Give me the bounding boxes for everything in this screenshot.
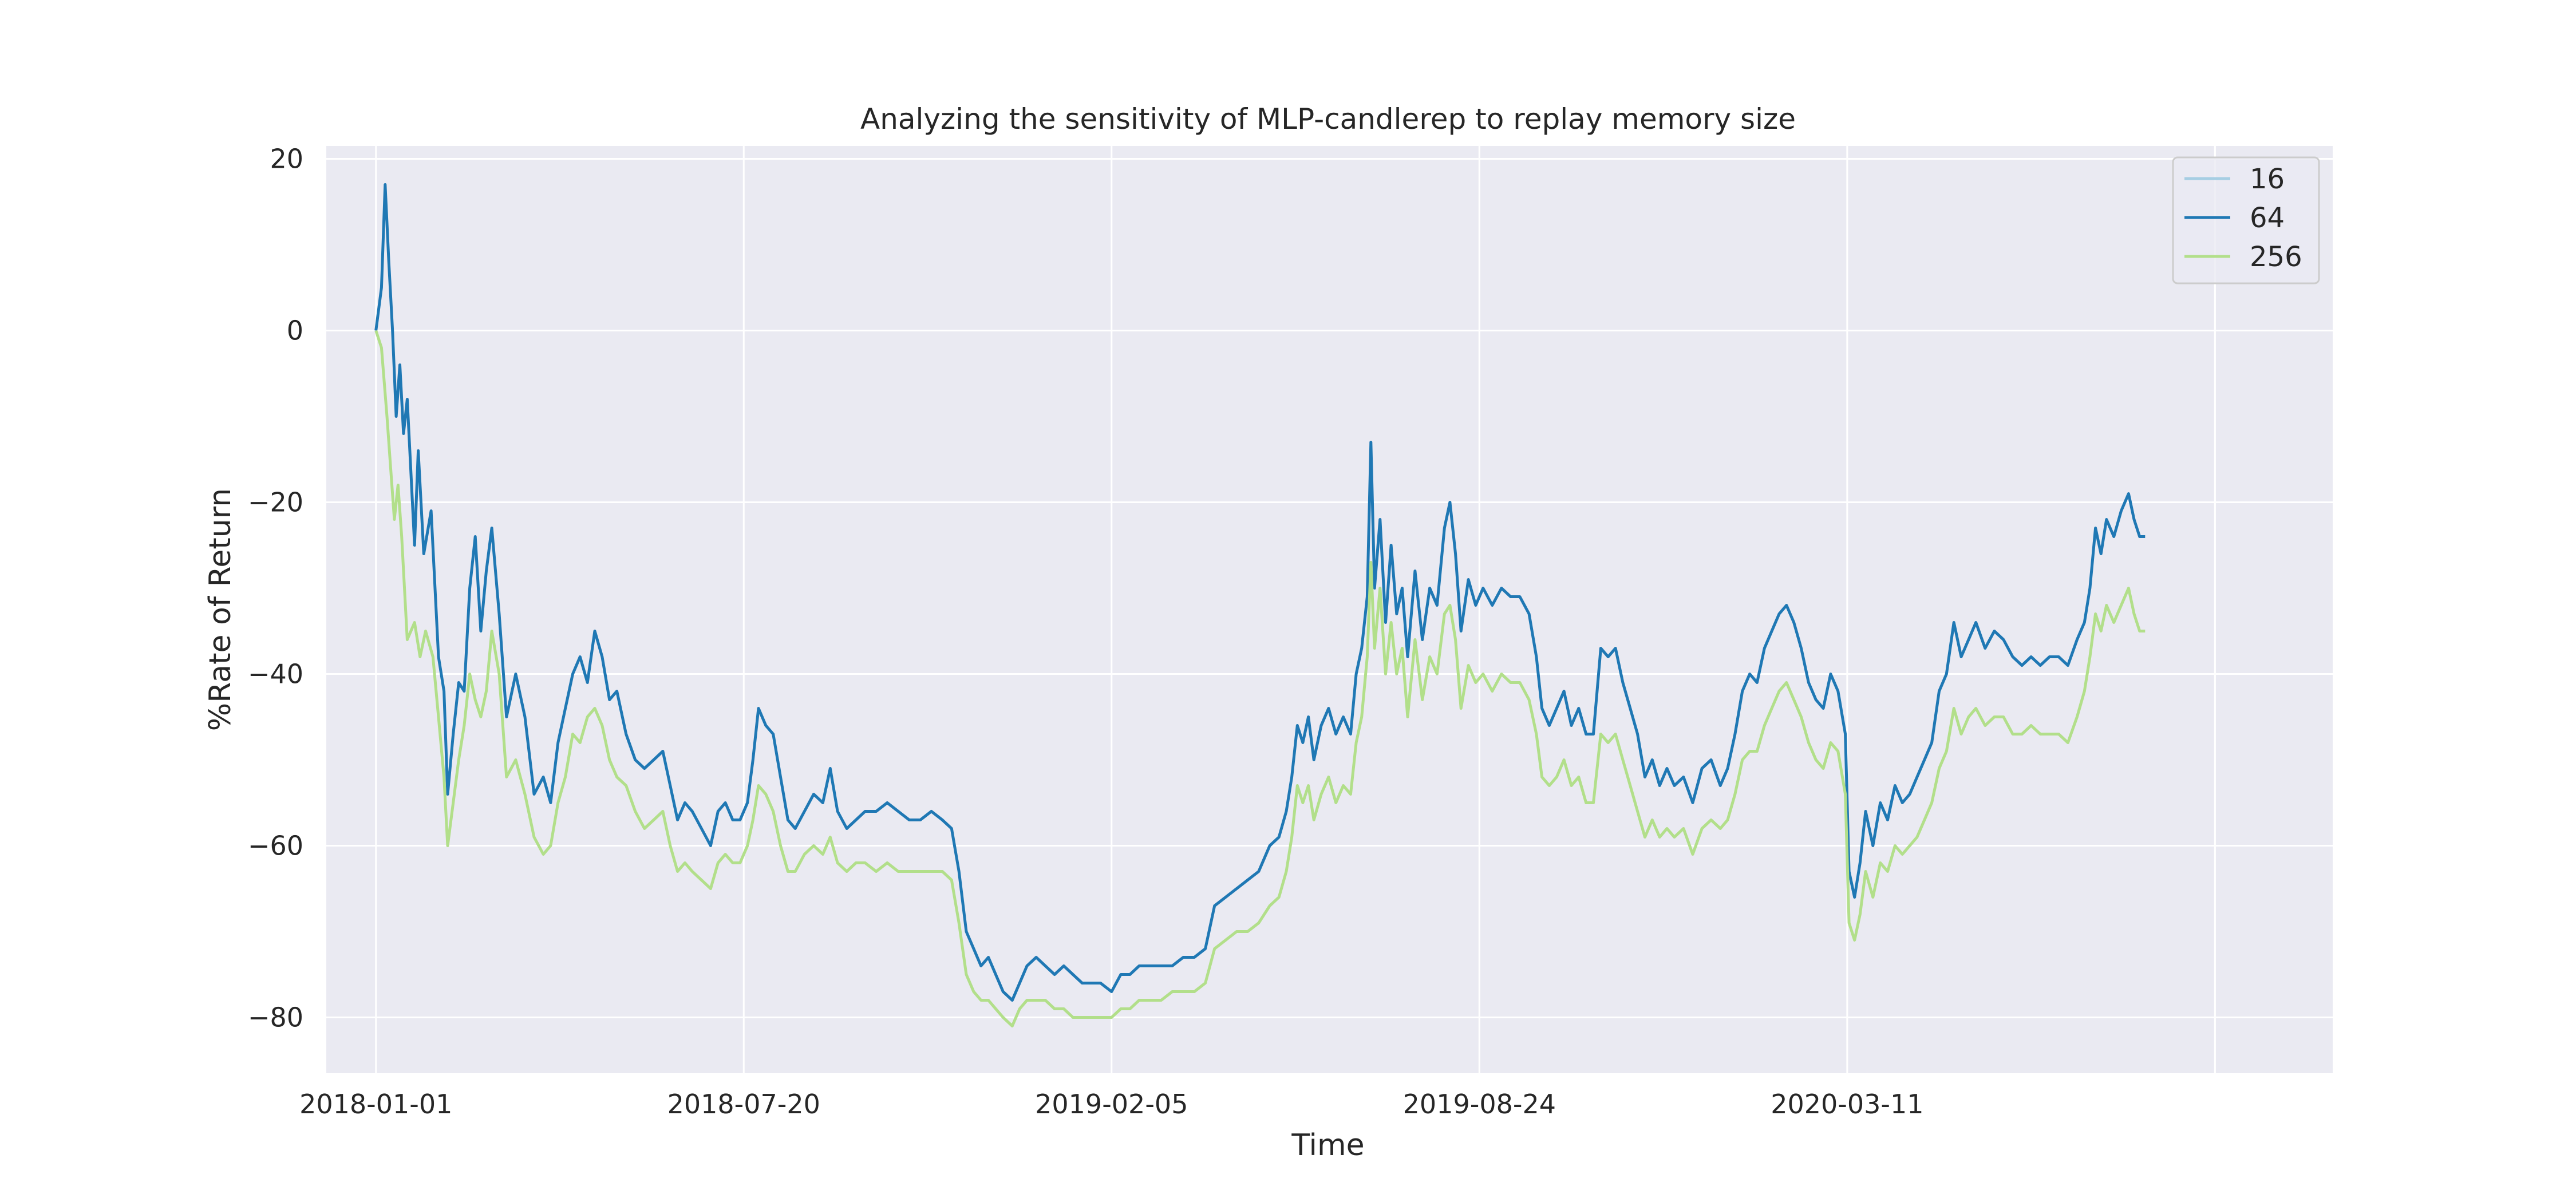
series-line-256: [374, 330, 2146, 1027]
x-axis-label: Time: [1291, 1128, 1364, 1163]
y-tick-label: −20: [248, 487, 303, 518]
series-line-64: [374, 183, 2146, 1002]
x-tick-label: 2019-02-05: [1035, 1089, 1188, 1120]
grid-lines: [326, 146, 2333, 1073]
x-tick-label: 2020-03-11: [1771, 1089, 1923, 1120]
plot-area: [326, 146, 2333, 1073]
legend-label-256: 256: [2250, 241, 2302, 273]
y-tick-label: −40: [248, 659, 303, 690]
y-tick-label: 20: [270, 144, 303, 175]
x-tick-label: 2019-08-24: [1403, 1089, 1556, 1120]
chart-title: Analyzing the sensitivity of MLP-candler…: [860, 102, 1796, 136]
legend-label-16: 16: [2250, 163, 2285, 195]
y-axis-label: %Rate of Return: [203, 488, 238, 731]
legend-label-64: 64: [2250, 202, 2285, 234]
legend-box: [2172, 156, 2320, 284]
x-tick-label: 2018-01-01: [299, 1089, 452, 1120]
y-tick-label: −60: [248, 831, 303, 861]
y-tick-label: 0: [287, 315, 303, 346]
x-tick-labels: 2018-01-01 2018-07-20 2019-02-05 2019-08-24…: [299, 1089, 1923, 1120]
y-tick-label: −80: [248, 1002, 303, 1033]
series-lines: [374, 183, 2146, 1027]
x-tick-label: 2018-07-20: [667, 1089, 820, 1120]
legend-entries: 16 64 256: [2184, 163, 2302, 273]
legend: 16 64 256: [2172, 156, 2320, 284]
y-tick-labels: 20 0 −20 −40 −60 −80: [248, 144, 303, 1033]
